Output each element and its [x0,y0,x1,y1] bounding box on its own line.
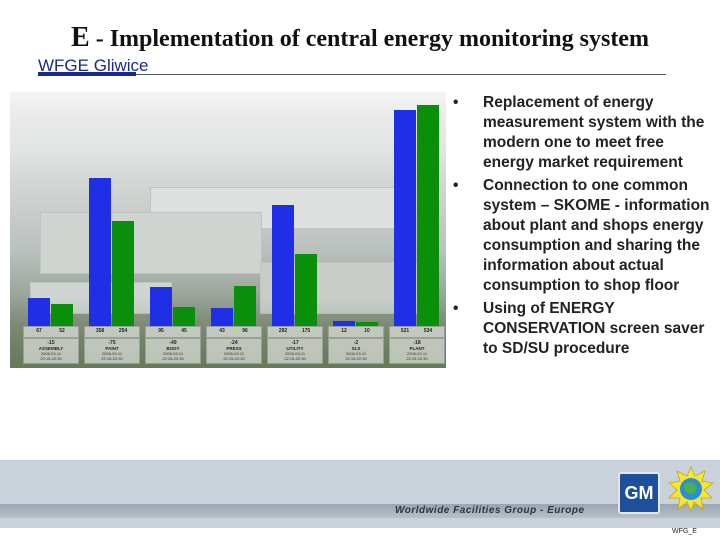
bar-press-series1 [211,308,233,326]
bar-plant-series1 [394,110,416,326]
value-box [84,326,140,338]
slide-subtitle: WFGE Gliwice [38,56,149,75]
bar-paint-series2 [112,220,134,326]
delta-label: -2 [353,340,359,346]
bar-plant-series2 [417,104,439,326]
date-label: 2006-03-11 [345,351,367,356]
delta-label: -75 [108,340,116,346]
date-label: 2006-03-11 [284,351,306,356]
value-box [206,326,262,338]
bullet-text: Using of ENERGY CONSERVATION screen save… [483,300,705,357]
category-label: UTILITY [286,346,304,351]
category-panel: -75 PAINT 2006-03-11 22:15-22:30 [84,338,140,364]
bar-utility-series2 [295,253,317,326]
bar-assembly-series2 [51,304,73,326]
bar-body-series2 [173,307,195,326]
bullet-text: Connection to one common system – SKOME … [483,177,710,294]
bar-value-label: 96 [242,328,248,334]
bar-press-series2 [234,286,256,326]
category-panel: -17 UTILITY 2006-03-11 22:15-22:30 [267,338,323,364]
title-rule-accent [38,72,136,76]
plant-aerial-photo-chart: 67 52 -15 ASSEMBLY 2006-03-11 22:15-22:30 358 2… [10,92,446,368]
bullet-dot: • [453,177,459,194]
time-label: 22:15-22:30 [284,356,306,361]
date-label: 2006-03-11 [223,351,245,356]
title-letter: E [71,22,90,53]
date-label: 2006-03-11 [101,351,123,356]
slide-title: E - Implementation of central energy mon… [0,22,720,54]
footer-strip [0,504,720,518]
date-label: 2006-03-11 [406,351,428,356]
bar-sls-series2 [356,321,378,326]
category-panel: -24 PRESS 2006-03-11 22:15-22:30 [206,338,262,364]
bar-value-label: 292 [278,328,288,334]
globe-emblem-icon [668,466,714,512]
bar-value-label: 254 [118,328,128,334]
bullet-list: • Replacement of energy measurement syste… [452,93,714,362]
building-shape [40,212,262,274]
bar-assembly-series1 [28,298,50,326]
category-panel: -49 BODY 2006-03-11 22:15-22:30 [145,338,201,364]
category-label: BODY [166,346,180,351]
category-label: PLANT [409,346,425,351]
value-box [145,326,201,338]
bar-value-label: 175 [301,328,311,334]
category-panel: -15 ASSEMBLY 2006-03-11 22:15-22:30 [23,338,79,364]
category-label: ASSEMBLY [38,346,64,351]
category-label: SLS [351,346,361,351]
delta-label: -18 [413,340,421,346]
gm-logo: GM [618,472,660,514]
date-label: 2006-03-11 [40,351,62,356]
delta-label: -49 [169,340,177,346]
delta-label: -17 [291,340,299,346]
title-rule [38,74,666,75]
bullet-item: • Using of ENERGY CONSERVATION screen sav… [452,299,714,359]
bar-value-label: 67 [36,328,42,334]
bar-body-series1 [150,286,172,326]
bar-paint-series1 [89,177,111,326]
bullet-item: • Connection to one common system – SKOME… [452,176,714,296]
value-box [389,326,445,338]
bar-value-label: 358 [95,328,105,334]
category-panel: -2 SLS 2006-03-11 22:15-22:30 [328,338,384,364]
bullet-dot: • [453,94,459,111]
category-panel: -18 PLANT 2006-03-11 22:15-22:30 [389,338,445,364]
energy-bar-chart: 67 52 -15 ASSEMBLY 2006-03-11 22:15-22:30 358 2… [10,92,446,368]
time-label: 22:15-22:30 [162,356,184,361]
time-label: 22:15-22:30 [223,356,245,361]
bar-value-label: 45 [181,328,187,334]
bar-utility-series1 [272,205,294,326]
category-label: PRESS [226,346,242,351]
time-label: 22:15-22:30 [40,356,62,361]
bar-sls-series1 [333,321,355,326]
bar-value-label: 534 [423,328,433,334]
value-box [328,326,384,338]
title-text: - Implementation of central energy monit… [89,26,649,52]
delta-label: -24 [230,340,238,346]
bar-value-label: 43 [219,328,225,334]
time-label: 22:15-22:30 [345,356,367,361]
time-label: 22:15-22:30 [406,356,428,361]
bullet-item: • Replacement of energy measurement syste… [452,93,714,173]
time-label: 22:15-22:30 [101,356,123,361]
bar-value-label: 12 [341,328,347,334]
slide-code: WFG_E [672,528,697,535]
date-label: 2006-03-11 [162,351,184,356]
delta-label: -15 [47,340,55,346]
bullet-text: Replacement of energy measurement system… [483,94,705,171]
bullet-dot: • [453,300,459,317]
bar-value-label: 52 [59,328,65,334]
footer-text: Worldwide Facilities Group - Europe [395,505,585,516]
bar-value-label: 95 [158,328,164,334]
bar-value-label: 521 [400,328,410,334]
value-box [23,326,79,338]
value-box [267,326,323,338]
bar-value-label: 10 [364,328,370,334]
category-label: PAINT [105,346,119,351]
